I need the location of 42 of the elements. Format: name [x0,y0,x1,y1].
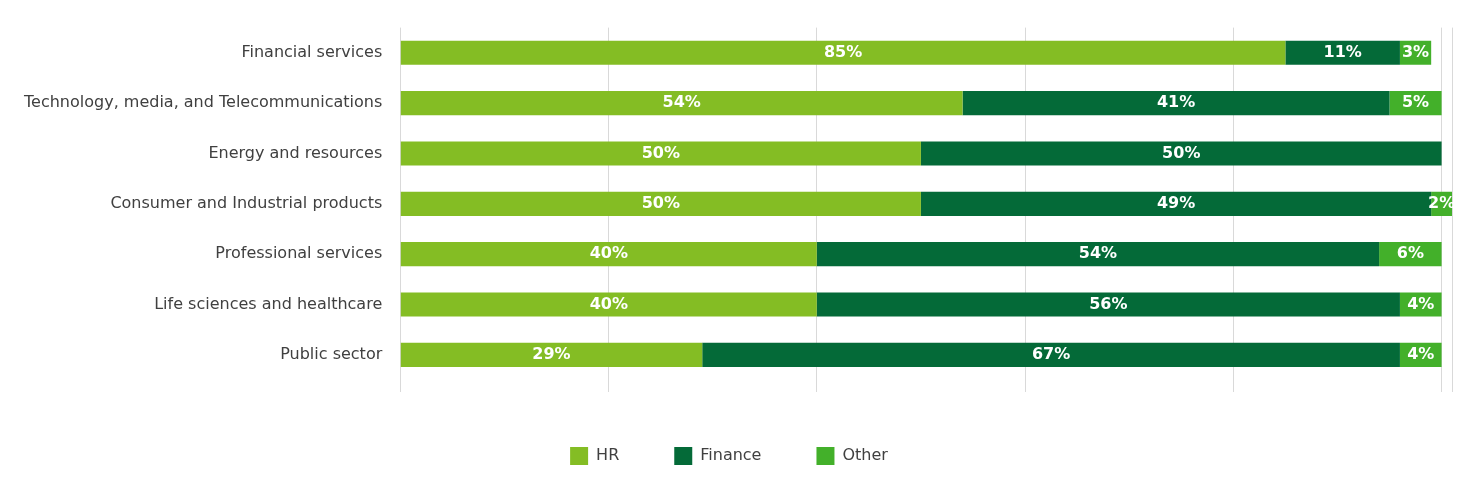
legend-label: Other [842,445,889,465]
bar [400,91,963,116]
bar [400,141,921,166]
data-label: 54% [662,92,701,112]
y-tick-label: Financial services [241,41,383,61]
data-label: 4% [1407,293,1435,313]
data-label: 5% [1401,92,1430,112]
bar [816,292,1400,317]
data-label: 40% [589,293,628,313]
data-label: 50% [641,192,680,212]
data-label: 54% [1078,243,1118,263]
data-label: 3% [1401,41,1430,61]
data-label: 6% [1396,243,1424,263]
data-label: 56% [1089,293,1128,313]
data-label: 85% [823,41,863,61]
y-tick-label: Technology, media, and Telecommunications [23,92,383,112]
data-label: 4% [1407,343,1435,363]
data-label: 11% [1323,41,1362,61]
legend-label: HR [596,445,620,465]
data-label: 29% [532,343,571,363]
bar [400,242,817,267]
bar [400,191,921,216]
data-label: 67% [1031,343,1071,363]
y-tick-label: Consumer and Industrial products [110,192,383,212]
y-tick-label: Life sciences and healthcare [154,293,383,313]
data-label: 41% [1156,92,1196,112]
bar [962,91,1390,116]
y-tick-label: Professional services [215,243,383,263]
data-label: 40% [589,243,628,263]
y-tick-label: Public sector [280,343,383,363]
y-tick-label: Energy and resources [208,142,383,162]
bar [1285,40,1400,65]
bar [816,242,1380,267]
data-label: 49% [1156,192,1196,212]
data-label: 50% [641,142,680,162]
bar [702,342,1400,367]
bar [400,40,1286,65]
legend-label: Finance [700,445,762,465]
bar [920,141,1442,166]
data-label: 50% [1162,142,1201,162]
bar [400,292,817,317]
bar [400,342,703,367]
